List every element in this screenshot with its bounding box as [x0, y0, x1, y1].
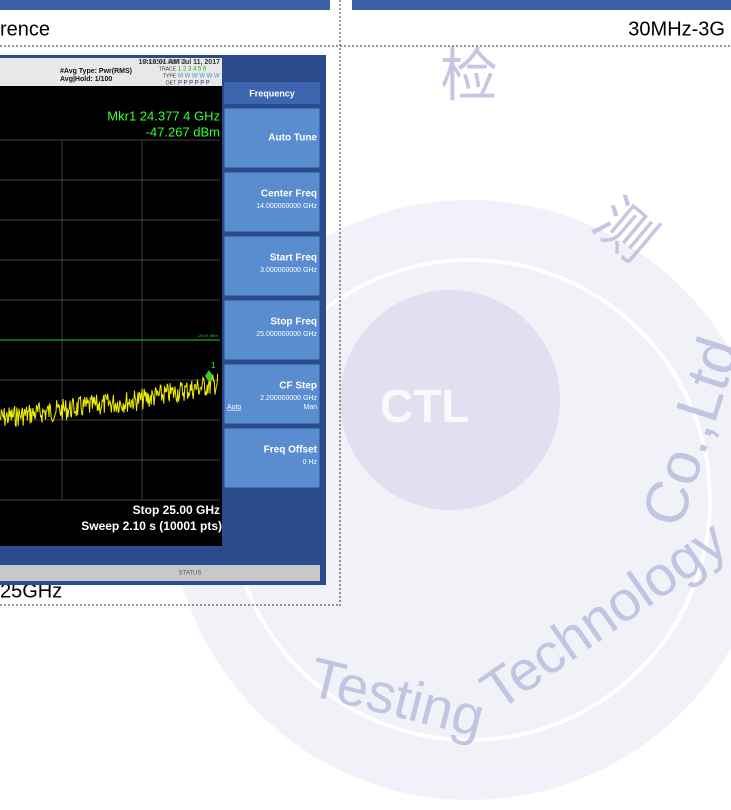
avg-hold: Avg|Hold: 1/100: [60, 76, 112, 83]
marker-freq: Mkr1 24.377 4 GHz: [107, 108, 220, 123]
avg-type: #Avg Type: Pwr(RMS): [60, 68, 132, 75]
softkey-value: 3.000000000 GHz: [260, 267, 317, 274]
type-vals: M W W W W W: [178, 74, 220, 80]
limit-label: -26.97 dBm: [197, 333, 218, 338]
softkey-value: 25.000000000 GHz: [256, 331, 317, 338]
header-bar: [352, 0, 731, 10]
marker-id: 1: [211, 361, 216, 370]
softkey-label: Start Freq: [270, 253, 317, 264]
stop: Stop 25.00 GHz: [133, 503, 220, 517]
softkey-label: Freq Offset: [264, 445, 318, 456]
softkey-option: Man: [303, 404, 317, 411]
header-bar: [0, 0, 330, 10]
watermark-logo: CTL: [380, 380, 469, 432]
softkey-option: Auto: [227, 404, 242, 411]
marker-level: -47.267 dBm: [146, 124, 220, 139]
trace: TRACE: [159, 66, 177, 72]
softkey-value: 2.200000000 GHz: [260, 395, 317, 402]
time: 10:16:01 AM Jul 11, 2017: [139, 59, 221, 66]
sweep: Sweep 2.10 s (10001 pts): [81, 519, 222, 533]
watermark-char: 检: [440, 43, 498, 108]
softkey-value: 0 Hz: [303, 459, 318, 466]
status: STATUS: [179, 571, 202, 577]
page: rence 30MHz-3G 25GHz ALIGN AUTO 10:16:01…: [0, 0, 731, 810]
type: TYPE: [163, 73, 177, 79]
softkey-label: CF Step: [279, 381, 317, 392]
softkey-label: Stop Freq: [270, 317, 317, 328]
analyzer-screenshot: ALIGN AUTO 10:16:01 AM Jul 11, 2017 #Avg…: [0, 55, 326, 585]
menu-title: Frequency: [249, 88, 295, 98]
softkey-label: Auto Tune: [268, 133, 317, 144]
header-right: 30MHz-3G: [628, 18, 725, 40]
det: DET: [166, 80, 176, 86]
plot-bg: [0, 86, 222, 546]
header-left: rence: [0, 18, 50, 40]
softkey-label: Center Freq: [261, 189, 317, 200]
trace-nums: 1 2 3 4 5 6: [178, 67, 207, 73]
softkey-value: 14.000000000 GHz: [256, 203, 317, 210]
det-vals: P P P P P P: [178, 81, 210, 87]
status-bar: [0, 565, 320, 581]
